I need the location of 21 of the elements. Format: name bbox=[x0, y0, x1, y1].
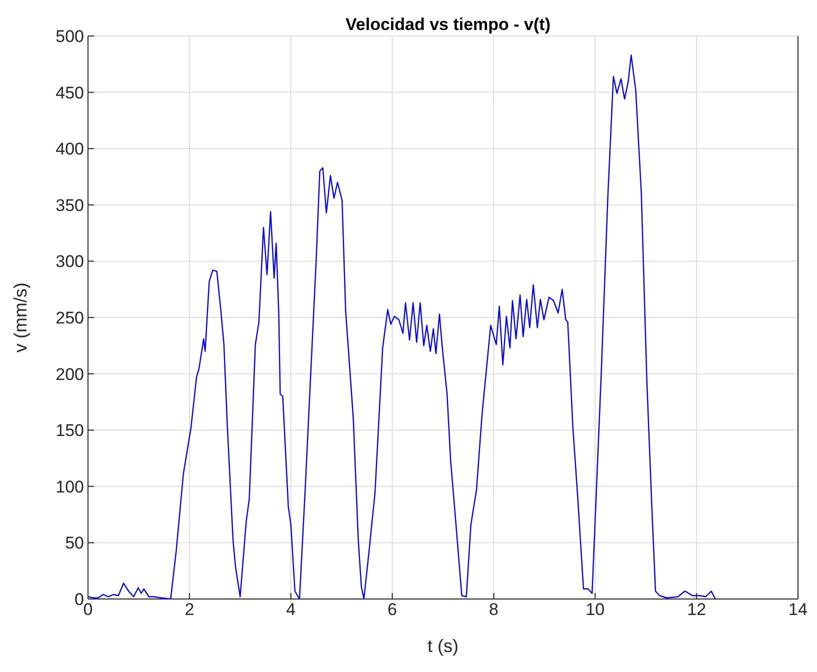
y-tick-label: 50 bbox=[65, 534, 84, 553]
x-axis-title: t (s) bbox=[428, 636, 458, 656]
x-tick-label: 4 bbox=[286, 600, 296, 620]
y-tick-label: 200 bbox=[56, 364, 84, 384]
x-tick-label: 14 bbox=[788, 600, 808, 620]
line-series bbox=[88, 54, 716, 599]
y-tick-label: 500 bbox=[56, 27, 84, 46]
chart-title: Velocidad vs tiempo - v(t) bbox=[346, 15, 550, 34]
y-tick-label: 250 bbox=[56, 308, 84, 328]
x-tick-label: 2 bbox=[184, 600, 194, 620]
y-tick-label: 450 bbox=[56, 83, 84, 102]
y-tick-label: 300 bbox=[56, 252, 84, 272]
y-tick-label: 150 bbox=[56, 421, 84, 440]
y-axis-title: v (mm/s) bbox=[10, 282, 30, 352]
y-tick-label: 400 bbox=[56, 140, 84, 159]
y-tick-label: 350 bbox=[56, 196, 84, 215]
x-tick-label: 10 bbox=[586, 600, 605, 620]
x-tick-label: 8 bbox=[488, 600, 498, 620]
x-tick-label: 6 bbox=[388, 600, 398, 620]
x-tick-label: 12 bbox=[687, 600, 706, 620]
y-tick-label: 100 bbox=[56, 477, 84, 496]
